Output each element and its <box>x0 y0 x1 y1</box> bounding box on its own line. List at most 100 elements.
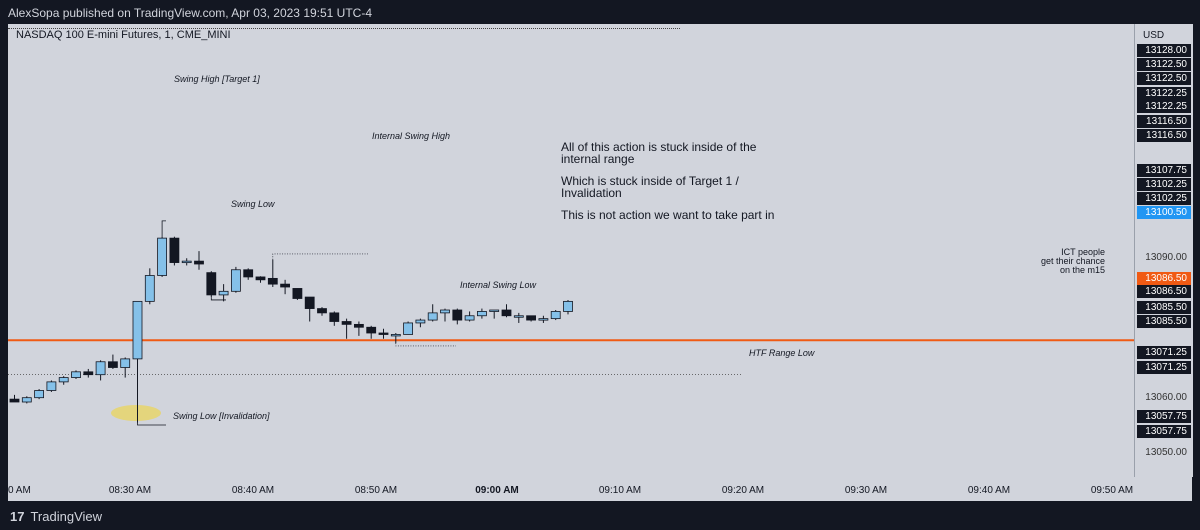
candle-body <box>341 321 352 325</box>
price-label: 13102.25 <box>1137 178 1191 191</box>
candle-body <box>95 361 106 376</box>
time-label: 0 AM <box>8 485 31 496</box>
invalidation-leader <box>137 422 166 426</box>
candle-body <box>132 300 143 360</box>
price-label: 13107.75 <box>1137 164 1191 177</box>
price-label: 13128.00 <box>1137 44 1191 57</box>
price-label: 13057.75 <box>1137 425 1191 438</box>
candle-body <box>378 332 389 335</box>
price-label: 13122.25 <box>1137 100 1191 113</box>
candle-body <box>476 311 487 317</box>
candle-body <box>218 290 229 296</box>
candle-body <box>169 237 180 263</box>
time-label: 09:10 AM <box>598 485 642 496</box>
candle-body <box>317 308 327 314</box>
candle-body <box>452 309 463 321</box>
ict-note-line: get their chance <box>1040 256 1105 266</box>
tradingview-logo-icon: 17 <box>10 509 25 524</box>
currency-label[interactable]: USD <box>1143 30 1165 41</box>
candle-body <box>366 326 377 334</box>
candle-body <box>526 315 536 321</box>
candle-body <box>181 260 192 264</box>
commentary-text: All of this action is stuck inside of th… <box>561 141 774 221</box>
price-label: 13085.50 <box>1137 301 1191 314</box>
time-label: 09:40 AM <box>967 485 1011 496</box>
time-scale[interactable]: 0 AM 08:30 AM 08:40 AM 08:50 AM 09:00 AM 09:1… <box>8 477 1192 501</box>
time-label: 09:00 AM <box>475 485 519 496</box>
candlestick-chart[interactable] <box>8 24 1134 477</box>
candle-body <box>390 334 401 337</box>
candle-body <box>230 269 241 292</box>
candle-body <box>71 371 81 378</box>
candle-body <box>58 377 69 383</box>
invalidation-highlight <box>111 405 161 421</box>
time-label: 08:40 AM <box>231 485 275 496</box>
commentary-line: All of this action is stuck inside of th… <box>561 140 757 154</box>
time-label: 08:30 AM <box>108 485 152 496</box>
price-label: 13122.50 <box>1137 58 1191 71</box>
candle-body <box>267 277 278 285</box>
candle-body <box>550 311 561 320</box>
candle-body <box>34 390 45 399</box>
price-label: 13100.50 <box>1137 206 1191 219</box>
swing-low-leader <box>210 297 226 301</box>
price-label: 13071.25 <box>1137 346 1191 359</box>
candle-body <box>157 237 168 276</box>
candle-body <box>304 296 315 309</box>
candle-body <box>464 315 475 321</box>
commentary-line: This is not action we want to take part … <box>561 208 775 222</box>
candle-body <box>206 272 217 296</box>
commentary-line: Which is stuck inside of Target 1 / <box>561 174 739 188</box>
commentary-line: Invalidation <box>561 186 622 200</box>
htf-range-low-label: HTF Range Low <box>749 348 815 358</box>
ict-note-line: on the m15 <box>1059 265 1105 275</box>
price-label: 13060.00 <box>1145 392 1187 403</box>
tradingview-brand: TradingView <box>30 509 103 524</box>
candle-body <box>563 300 573 312</box>
candle-body <box>292 288 303 299</box>
price-label: 13086.50 <box>1137 272 1191 285</box>
price-label: 13057.75 <box>1137 410 1191 423</box>
candle-body <box>46 381 57 391</box>
candle-body <box>427 312 438 321</box>
candle-body <box>9 398 20 403</box>
publish-header: AlexSopa published on TradingView.com, A… <box>0 0 1200 24</box>
chart-pane[interactable]: NASDAQ 100 E-mini Futures, 1, CME_MINI S… <box>8 24 1134 477</box>
price-scale[interactable]: USD 13128.00 13122.50 13122.50 13122.25 1312… <box>1134 24 1193 477</box>
time-label: 09:50 AM <box>1090 485 1134 496</box>
price-label: 13102.25 <box>1137 192 1191 205</box>
time-label: 09:30 AM <box>844 485 888 496</box>
candle-body <box>120 358 131 368</box>
candle-body <box>144 275 155 302</box>
symbol-divider <box>8 28 680 29</box>
candle-body <box>255 276 266 281</box>
price-label: 13085.50 <box>1137 315 1191 328</box>
ict-note-line: ICT people <box>1061 247 1105 257</box>
candle-body <box>501 309 512 317</box>
price-label: 13071.25 <box>1137 361 1191 374</box>
candle-body <box>108 361 118 368</box>
time-label: 08:50 AM <box>354 485 398 496</box>
price-label: 13116.50 <box>1137 129 1191 142</box>
symbol-title[interactable]: NASDAQ 100 E-mini Futures, 1, CME_MINI <box>16 29 231 41</box>
price-label: 13122.50 <box>1137 72 1191 85</box>
swing-low-label: Swing Low <box>231 199 275 209</box>
ict-note: ICT people get their chance on the m15 <box>985 248 1105 275</box>
price-label: 13090.00 <box>1145 252 1187 263</box>
candle-body <box>538 318 549 321</box>
price-label: 13122.25 <box>1137 87 1191 100</box>
internal-swing-low-leader <box>395 343 456 347</box>
candle-body <box>415 319 426 324</box>
price-label: 13086.50 <box>1137 285 1191 298</box>
candle-body <box>21 397 32 403</box>
candle-body <box>243 269 254 278</box>
candle-body <box>353 323 364 328</box>
tradingview-logo[interactable]: 17 TradingView <box>10 509 102 524</box>
time-label: 09:20 AM <box>721 485 765 496</box>
internal-swing-high-leader <box>272 253 368 260</box>
candle-body <box>489 309 500 312</box>
footer-bar: 17 TradingView <box>0 501 1200 530</box>
candle-body <box>194 260 204 265</box>
publish-info: AlexSopa published on TradingView.com, A… <box>8 6 373 20</box>
swing-high-label: Swing High [Target 1] <box>174 74 260 84</box>
